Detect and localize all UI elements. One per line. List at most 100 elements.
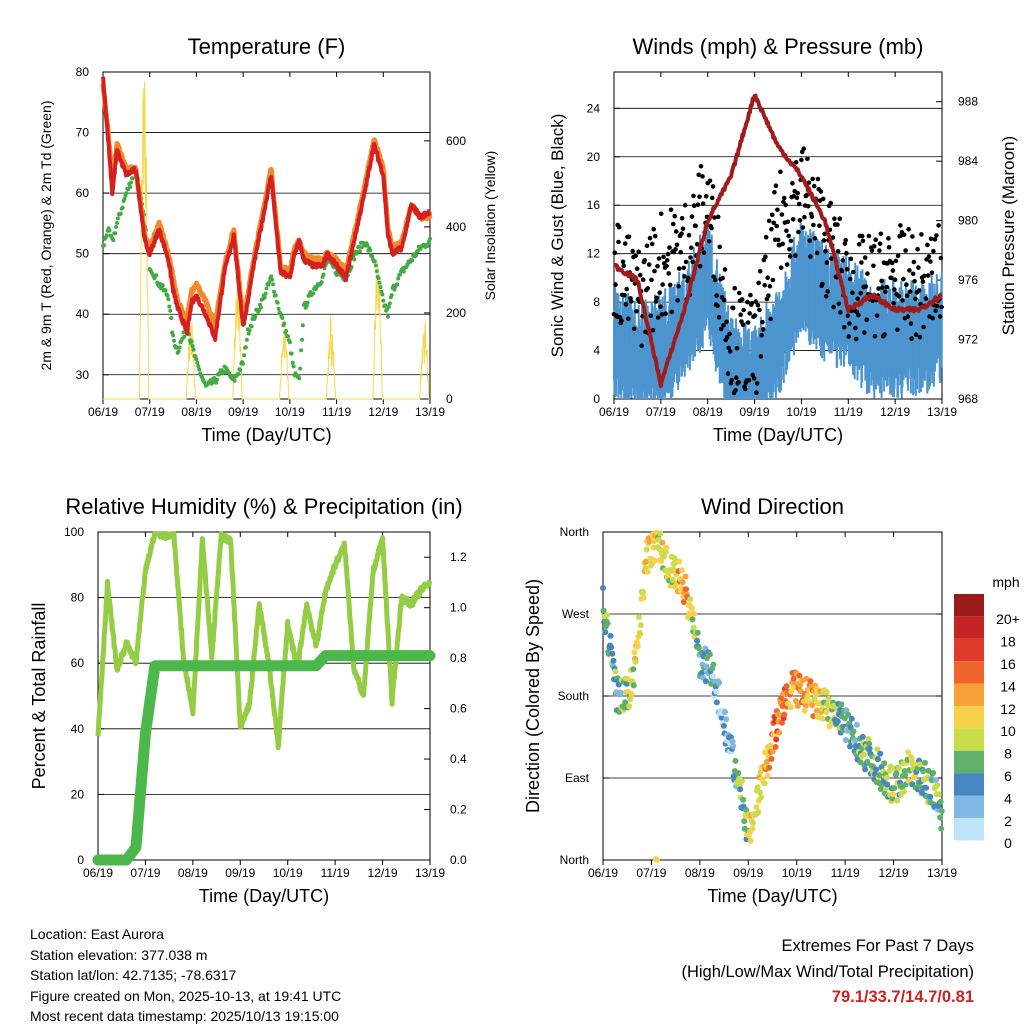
gust-point (913, 296, 918, 302)
direction-point (850, 728, 857, 735)
colorbar-label: 14 (1000, 678, 1016, 694)
direction-point (706, 651, 713, 658)
y2-tick-label: 0.2 (450, 803, 467, 817)
colorbar-swatch (954, 795, 984, 818)
gust-point (754, 381, 760, 386)
dewpoint-point (300, 337, 304, 342)
direction-point (864, 758, 871, 765)
gust-point (923, 296, 929, 301)
gust-point (847, 321, 852, 326)
dewpoint-point (298, 366, 303, 371)
gust-point (904, 282, 909, 288)
direction-point (600, 585, 606, 591)
direction-point (646, 538, 653, 545)
gust-point (850, 290, 855, 296)
dewpoint-point (428, 236, 432, 241)
direction-point (753, 804, 760, 811)
direction-point (773, 736, 780, 743)
gust-point (695, 202, 701, 207)
gust-point (903, 248, 908, 253)
gust-point (809, 214, 815, 220)
gust-point (678, 249, 683, 255)
gust-point (697, 263, 703, 269)
colorbar-swatch (954, 616, 984, 639)
gust-point (886, 245, 892, 250)
dewpoint-point (401, 269, 406, 274)
gust-point (709, 195, 715, 201)
gust-point (672, 213, 677, 219)
direction-point (758, 794, 765, 801)
gust-point (760, 319, 765, 325)
gust-point (664, 263, 669, 269)
direction-point (763, 758, 770, 765)
gust-point (679, 231, 684, 236)
gust-point (727, 331, 732, 337)
gust-point (652, 268, 657, 274)
gust-point (666, 271, 671, 276)
dewpoint-point (107, 228, 112, 233)
y2-axis-label: Solar Insolation (Yellow) (482, 151, 498, 301)
gust-point (639, 343, 644, 349)
gust-point (893, 258, 899, 264)
gust-point (779, 212, 785, 217)
direction-point (772, 744, 779, 750)
gust-point (905, 314, 911, 319)
gust-point (715, 303, 720, 309)
gust-point (715, 214, 721, 220)
gust-point (636, 249, 641, 255)
dewpoint-point (392, 287, 397, 292)
direction-point (922, 759, 928, 766)
gust-point (681, 265, 686, 271)
gust-point (652, 233, 658, 239)
gust-point (781, 195, 787, 201)
gust-point (882, 332, 887, 337)
direction-point (847, 743, 853, 750)
gust-point (697, 194, 702, 200)
gust-point (712, 215, 717, 220)
gust-point (926, 254, 932, 259)
gust-point (688, 255, 693, 260)
direction-point (689, 616, 696, 623)
direction-point (823, 689, 830, 696)
direction-point (813, 707, 820, 714)
dewpoint-point (287, 340, 292, 345)
extremes-title: Extremes For Past 7 Days (781, 937, 974, 955)
y2-tick-label: 1.0 (450, 601, 467, 615)
x-axis-label: Time (Day/UTC) (201, 425, 331, 445)
gust-point (892, 287, 897, 292)
gust-point (891, 300, 896, 306)
gust-point (824, 260, 830, 265)
gust-point (799, 157, 804, 163)
dewpoint-point (272, 289, 276, 294)
direction-point (891, 785, 898, 792)
gust-point (829, 256, 834, 261)
gust-point (726, 345, 731, 351)
gust-point (778, 265, 784, 271)
gust-point (740, 322, 746, 328)
gust-point (730, 305, 736, 311)
gust-point (622, 241, 628, 246)
gust-point (872, 333, 878, 339)
gust-point (644, 243, 650, 249)
gust-point (931, 248, 936, 254)
extremes-values: 79.1/33.7/14.7/0.81 (831, 988, 974, 1006)
gust-point (682, 274, 687, 279)
dewpoint-point (111, 238, 116, 243)
y2-tick-label: 0.6 (450, 702, 467, 716)
gust-point (939, 304, 944, 310)
gust-point (801, 146, 806, 151)
y-tick-label: 40 (76, 307, 90, 321)
y-tick-label: 16 (587, 198, 601, 212)
direction-point (607, 632, 614, 639)
dewpoint-point (120, 205, 125, 210)
dewpoint-point (167, 304, 172, 309)
x-tick-label: 08/19 (178, 866, 208, 880)
chart-title: Winds (mph) & Pressure (mb) (633, 34, 924, 59)
gust-point (805, 204, 811, 209)
gust-point (634, 266, 640, 272)
gust-point (766, 293, 771, 299)
direction-point (779, 719, 785, 726)
colorbar-label: 10 (1000, 723, 1016, 739)
x-tick-label: 10/19 (275, 405, 305, 419)
direction-point (627, 696, 634, 703)
